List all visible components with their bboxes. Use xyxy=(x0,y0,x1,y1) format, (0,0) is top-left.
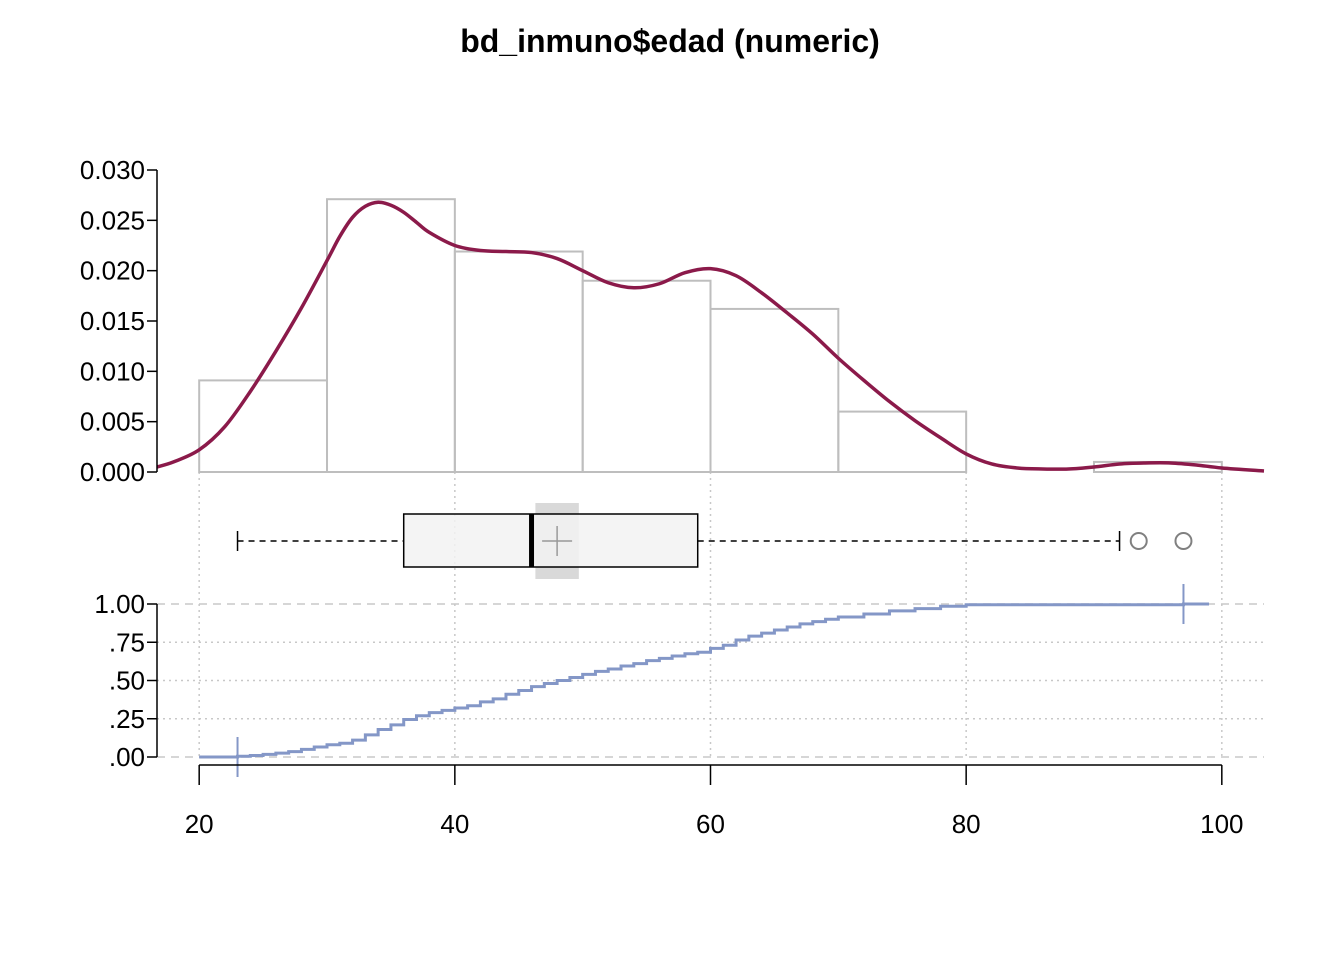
hist-y-tick-label: 0.030 xyxy=(80,155,145,185)
ecdf-step-line xyxy=(199,602,1210,759)
histogram-layer xyxy=(198,198,1223,474)
chart-title: bd_inmuno$edad (numeric) xyxy=(460,23,880,59)
histogram-bar xyxy=(326,198,456,473)
density-layer xyxy=(156,200,1265,473)
ecdf-y-tick-label: .25 xyxy=(109,704,145,734)
ecdf-y-tick-label: .00 xyxy=(109,742,145,772)
hist-y-tick-label: 0.025 xyxy=(80,205,145,235)
x-tick-label: 80 xyxy=(952,809,981,839)
histogram-bar xyxy=(453,250,584,473)
axes-layer: 0.000 0.005 0.010 0.015 0.020 0.025 0.030 .00 .2… xyxy=(80,155,1244,839)
hist-y-tick-label: 0.020 xyxy=(80,256,145,286)
ecdf-layer xyxy=(199,584,1210,777)
density-curve xyxy=(156,200,1265,473)
ecdf-y-tick-label: 1.00 xyxy=(94,589,145,619)
outlier-point xyxy=(1174,532,1193,550)
hist-y-tick-label: 0.010 xyxy=(80,356,145,386)
histogram-bar xyxy=(581,279,712,473)
hist-y-tick-label: 0.015 xyxy=(80,306,145,336)
x-tick-label: 100 xyxy=(1200,809,1243,839)
histogram-bar xyxy=(198,379,329,474)
x-tick-label: 40 xyxy=(440,809,469,839)
grid-layer xyxy=(157,472,1264,758)
boxplot-layer xyxy=(236,503,1193,579)
ecdf-y-tick-label: .50 xyxy=(109,666,145,696)
x-tick-label: 20 xyxy=(185,809,214,839)
histogram-bar xyxy=(709,307,840,474)
x-tick-label: 60 xyxy=(696,809,725,839)
hist-y-tick-label: 0.005 xyxy=(80,407,145,437)
ecdf-y-tick-label: .75 xyxy=(109,627,145,657)
hist-y-tick-label: 0.000 xyxy=(80,457,145,487)
outlier-point xyxy=(1129,532,1148,550)
